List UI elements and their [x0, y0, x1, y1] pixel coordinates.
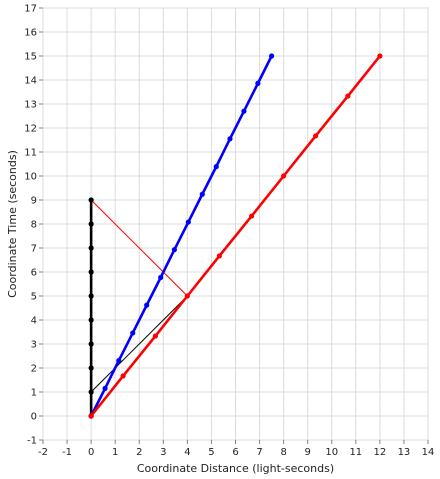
data-point [88, 413, 94, 419]
data-point [88, 269, 94, 275]
x-tick-label: 3 [160, 447, 166, 458]
data-series [88, 53, 383, 419]
data-point [171, 247, 177, 253]
data-point [144, 302, 150, 308]
data-point [199, 191, 205, 197]
x-tick-label: 6 [232, 447, 238, 458]
y-tick-label: 10 [24, 172, 37, 183]
y-tick-label: 6 [31, 268, 37, 279]
x-tick-label: 4 [184, 447, 190, 458]
x-tick-label: 8 [280, 447, 286, 458]
data-point [116, 357, 122, 364]
data-point [88, 221, 94, 227]
y-tick-label: 12 [24, 124, 37, 135]
data-point [120, 373, 126, 379]
data-point [88, 197, 94, 203]
data-point [88, 341, 94, 347]
data-point [158, 274, 164, 281]
x-tick-label: 7 [256, 447, 262, 458]
data-point [88, 365, 94, 371]
signal-line [90, 295, 188, 393]
data-point [313, 133, 319, 139]
data-point [281, 173, 287, 179]
x-tick-label: -1 [62, 447, 72, 458]
data-point [130, 330, 136, 336]
data-point [102, 385, 108, 391]
data-point [88, 245, 94, 251]
x-tick-label: 5 [208, 447, 214, 458]
y-tick-label: 9 [31, 196, 37, 207]
x-tick-label: 13 [398, 447, 411, 458]
series-line [89, 55, 273, 417]
signal-line [90, 199, 188, 297]
x-tick-label: 0 [88, 447, 94, 458]
y-tick-label: 0 [31, 412, 37, 423]
data-point [152, 333, 158, 339]
data-point [88, 317, 94, 323]
y-tick-label: 8 [31, 220, 37, 231]
data-point [377, 53, 383, 59]
data-point [88, 293, 94, 299]
x-tick-label: 1 [112, 447, 118, 458]
y-tick-label: 1 [31, 388, 37, 399]
y-tick-label: 15 [24, 52, 37, 63]
x-tick-label: 2 [136, 447, 142, 458]
x-axis-title: Coordinate Distance (light-seconds) [137, 462, 334, 475]
x-tick-label: 14 [422, 447, 435, 458]
y-tick-label: -1 [27, 436, 37, 447]
data-point [345, 93, 351, 99]
y-tick-label: 7 [31, 244, 37, 255]
data-point [241, 108, 247, 114]
y-tick-label: 13 [24, 100, 37, 111]
data-point [227, 136, 233, 142]
y-tick-label: 17 [24, 4, 37, 15]
x-tick-label: 11 [349, 447, 362, 458]
x-tick-label: -2 [38, 447, 48, 458]
data-point [184, 293, 190, 299]
data-point [216, 253, 222, 259]
series-line [90, 55, 381, 417]
tick-labels: -2 -1 0 1 2 3 4 5 6 7 8 9 10 11 12 13 14-101234567891011… [24, 4, 434, 459]
y-tick-label: 3 [31, 340, 37, 351]
y-tick-label: 2 [31, 364, 37, 375]
y-tick-label: 4 [31, 316, 37, 327]
data-point [88, 389, 94, 395]
data-point [185, 219, 191, 225]
y-tick-label: 11 [24, 148, 37, 159]
x-tick-label: 10 [325, 447, 338, 458]
x-tick-label: 12 [374, 447, 387, 458]
y-tick-label: 16 [24, 28, 37, 39]
y-axis-title: Coordinate Time (seconds) [6, 150, 19, 298]
data-point [268, 53, 275, 59]
data-point [213, 164, 219, 170]
y-tick-label: 14 [24, 76, 37, 87]
data-point [249, 213, 255, 219]
y-tick-label: 5 [31, 292, 37, 303]
data-point [255, 80, 261, 86]
x-tick-label: 9 [305, 447, 311, 458]
